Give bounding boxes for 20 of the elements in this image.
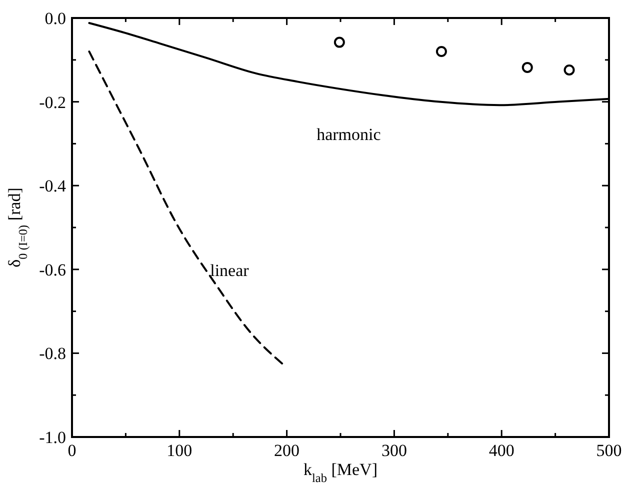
y-tick-label: -1.0 — [39, 428, 66, 447]
x-tick-label: 200 — [274, 441, 300, 460]
x-axis-title: k$_{lab}$ [MeV] — [304, 460, 378, 485]
y-tick-label: -0.6 — [39, 260, 66, 280]
point — [334, 36, 345, 48]
x-tick-label: 400 — [488, 441, 514, 460]
point — [564, 64, 575, 76]
y-tick-label: -0.2 — [39, 92, 66, 112]
y-tick-label: 0.0 — [44, 8, 66, 28]
point — [436, 46, 447, 58]
line-series — [88, 50, 286, 367]
point — [522, 62, 533, 73]
y-tick-label: -0.4 — [39, 176, 66, 196]
series-label: linear — [210, 260, 250, 280]
y-tick-label: -0.8 — [39, 344, 66, 364]
x-tick-label: 100 — [166, 441, 192, 460]
x-tick-label: 300 — [381, 441, 407, 460]
x-tick-label: 0 — [68, 441, 76, 460]
series-label: harmonic — [316, 124, 382, 144]
x-tick-label: 500 — [596, 441, 622, 460]
